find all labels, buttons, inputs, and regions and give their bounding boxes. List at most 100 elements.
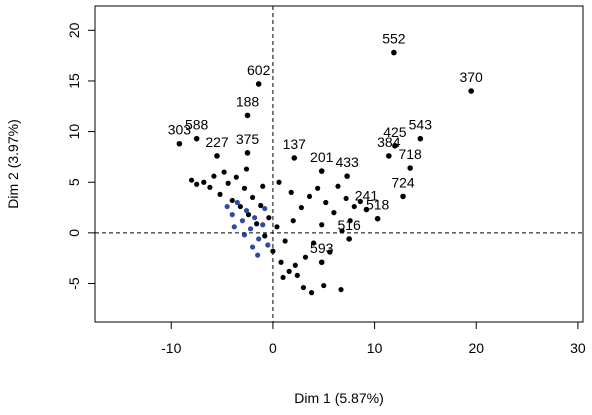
labeled-point-marker xyxy=(391,49,397,56)
point-label: 543 xyxy=(409,117,433,133)
x-axis: -10 0 10 20 30 xyxy=(161,322,586,356)
cloud-point xyxy=(288,189,294,195)
supplementary-point xyxy=(255,252,261,258)
cloud-point xyxy=(294,272,300,279)
labeled-point-marker xyxy=(344,173,350,179)
point-label: 724 xyxy=(391,174,415,190)
cloud-point xyxy=(327,249,333,255)
x-axis-title: Dim 1 (5.87%) xyxy=(294,390,383,406)
supplementary-point xyxy=(234,199,240,206)
supplementary-point xyxy=(260,222,266,228)
y-tick-label: 15 xyxy=(66,73,82,89)
cloud-point xyxy=(321,282,327,289)
cloud-point xyxy=(315,185,321,191)
y-tick-label: 20 xyxy=(66,22,82,38)
cloud-point xyxy=(357,198,363,205)
point-label: 516 xyxy=(337,217,361,233)
x-tick-label: -10 xyxy=(161,340,181,356)
y-tick-label: 5 xyxy=(66,178,82,186)
cloud-point xyxy=(188,177,195,183)
cloud-point xyxy=(217,191,223,197)
point-label: 201 xyxy=(310,149,334,165)
cloud-point xyxy=(245,212,252,218)
point-label: 552 xyxy=(382,31,406,47)
point-label: 303 xyxy=(168,122,192,138)
labeled-point-marker xyxy=(386,153,392,159)
cloud-point xyxy=(274,224,280,230)
cloud-point xyxy=(262,233,268,239)
labeled-point-marker xyxy=(363,206,370,213)
labeled-point-marker xyxy=(407,165,413,171)
cloud-point xyxy=(266,215,272,221)
y-tick-label: 0 xyxy=(66,229,82,237)
point-label: 188 xyxy=(236,93,260,109)
cloud-point xyxy=(276,179,282,185)
cloud-point xyxy=(249,194,256,201)
supplementary-point xyxy=(249,244,256,250)
labeled-point-marker xyxy=(244,112,251,119)
point-label: 227 xyxy=(205,134,229,150)
cloud-point xyxy=(331,210,337,216)
point-label: 433 xyxy=(335,154,359,170)
cloud-point xyxy=(306,193,313,200)
point-label: 718 xyxy=(398,146,422,162)
point-label: 241 xyxy=(355,188,379,204)
point-label: 602 xyxy=(247,62,271,78)
x-tick-label: 0 xyxy=(269,340,277,356)
cloud-point xyxy=(335,183,341,189)
labeled-point-marker xyxy=(346,236,352,242)
cloud-point xyxy=(338,286,344,293)
supplementary-point xyxy=(241,232,248,238)
cloud-point xyxy=(225,180,231,186)
cloud-point xyxy=(298,204,304,211)
cloud-point xyxy=(254,221,260,227)
x-tick-label: 10 xyxy=(367,340,383,356)
labeled-point-marker xyxy=(214,153,220,159)
point-label: 370 xyxy=(459,69,483,85)
supplementary-point xyxy=(224,203,230,210)
labeled-point-marker xyxy=(291,155,298,161)
supplementary-point xyxy=(231,224,237,230)
cloud-point xyxy=(258,202,264,209)
cloud-point xyxy=(323,199,329,206)
supplementary-point xyxy=(229,212,235,218)
cloud-point xyxy=(319,222,325,228)
cloud-point xyxy=(308,290,315,296)
cloud-point xyxy=(282,238,288,244)
cloud-point xyxy=(207,184,213,190)
cloud-point xyxy=(201,179,207,185)
supplementary-point xyxy=(247,226,254,232)
cloud-point xyxy=(233,174,239,180)
supplementary-point xyxy=(239,218,246,224)
labeled-point-marker xyxy=(392,142,398,149)
labeled-point-marker xyxy=(244,150,251,156)
labeled-point-marker xyxy=(318,259,325,266)
labeled-point-marker xyxy=(468,88,474,94)
y-tick-label: -5 xyxy=(66,277,82,290)
cloud-point xyxy=(292,262,298,268)
cloud-point xyxy=(241,185,248,191)
point-label: 588 xyxy=(185,117,209,133)
labeled-point-marker xyxy=(318,168,325,174)
cloud-point xyxy=(300,284,307,291)
cloud-point xyxy=(280,274,286,281)
supplementary-point xyxy=(265,242,271,248)
supplementary-point xyxy=(243,207,250,214)
labeled-point-marker xyxy=(417,135,424,142)
labeled-point-marker xyxy=(193,135,200,142)
cloud-point xyxy=(286,268,292,274)
plot-frame xyxy=(94,5,584,323)
cloud-point xyxy=(310,240,317,246)
cloud-layer xyxy=(188,166,363,296)
y-tick-label: 10 xyxy=(66,124,82,140)
cloud-point xyxy=(278,259,284,265)
cloud-point xyxy=(290,218,296,224)
supplementary-point xyxy=(252,215,258,221)
supplementary-point xyxy=(262,205,268,212)
x-tick-label: 30 xyxy=(570,340,586,356)
labeled-point-marker xyxy=(374,215,381,222)
cloud-point xyxy=(229,197,235,204)
labeled-point-marker xyxy=(176,140,183,147)
